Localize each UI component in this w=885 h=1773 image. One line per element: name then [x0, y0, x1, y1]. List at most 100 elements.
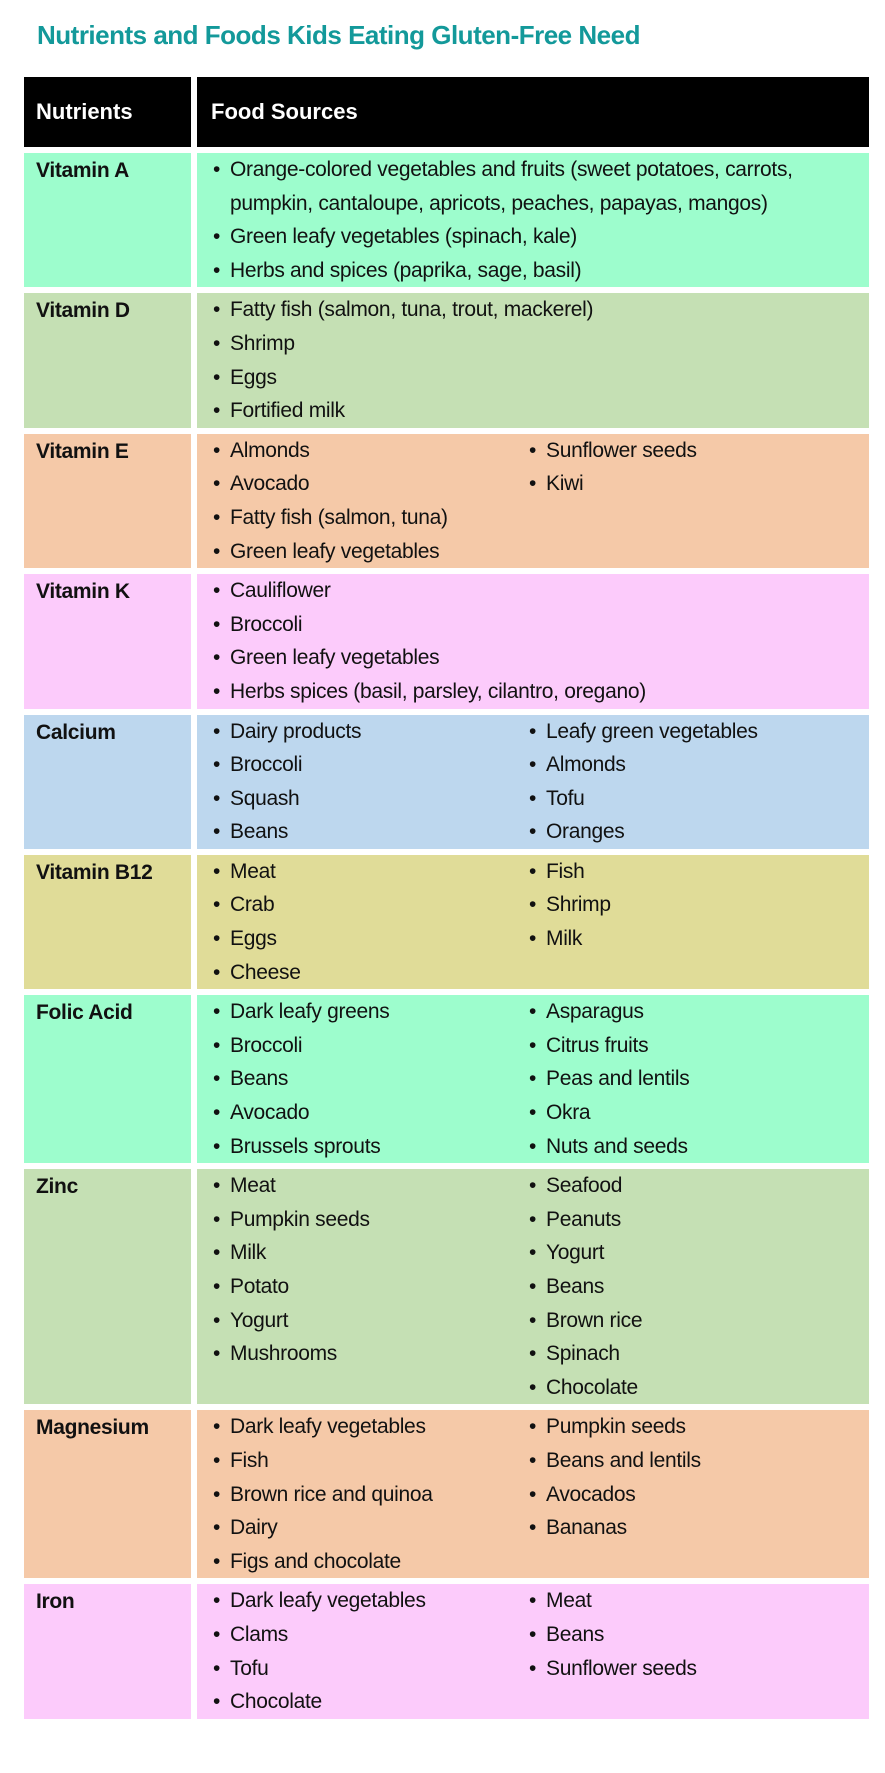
food-item: Kiwi [529, 467, 697, 501]
food-sources-cell: Dark leafy vegetablesClamsTofuChocolateM… [197, 1584, 869, 1719]
nutrient-name: Vitamin B12 [24, 854, 191, 990]
food-sources-cell: MeatPumpkin seedsMilkPotatoYogurtMushroo… [197, 1169, 869, 1405]
food-item: Seafood [529, 1169, 642, 1203]
food-item: Avocado [213, 1096, 529, 1130]
food-list: Dark leafy vegetablesClamsTofuChocolate [213, 1584, 529, 1718]
food-sources-cell: Fatty fish (salmon, tuna, trout, mackere… [197, 293, 869, 428]
food-item: Peas and lentils [529, 1062, 690, 1096]
food-item: Broccoli [213, 1029, 529, 1063]
food-item: Shrimp [529, 888, 611, 922]
food-item: Brown rice [529, 1304, 643, 1338]
food-item: Bananas [529, 1511, 701, 1545]
food-list: MeatCrabEggsCheese [213, 855, 529, 989]
food-item: Beans [529, 1618, 697, 1652]
food-item: Beans [213, 1062, 529, 1096]
food-item: Beans [529, 1270, 642, 1304]
nutrient-name: Vitamin K [24, 574, 191, 709]
food-item: Yogurt [213, 1304, 529, 1338]
food-item: Clams [213, 1618, 529, 1652]
food-sources-cell: Orange-colored vegetables and fruits (sw… [197, 153, 869, 288]
food-item: Squash [213, 782, 529, 816]
food-item: Dark leafy vegetables [213, 1584, 529, 1618]
food-item: Eggs [213, 922, 529, 956]
food-item: Dairy products [213, 715, 529, 749]
food-list: AlmondsAvocadoFatty fish (salmon, tuna)G… [213, 434, 529, 568]
food-item: Dairy [213, 1511, 529, 1545]
food-sources-cell: Dairy productsBroccoliSquashBeansLeafy g… [197, 714, 869, 849]
food-item: Potato [213, 1270, 529, 1304]
food-item: Shrimp [213, 327, 853, 361]
food-item: Almonds [213, 434, 529, 468]
food-list: Orange-colored vegetables and fruits (sw… [213, 153, 853, 287]
food-item: Green leafy vegetables [213, 641, 853, 675]
food-item: Green leafy vegetables (spinach, kale) [213, 220, 853, 254]
food-list: AsparagusCitrus fruitsPeas and lentilsOk… [529, 995, 690, 1164]
food-list: MeatBeansSunflower seeds [529, 1584, 697, 1718]
food-item: Pumpkin seeds [213, 1203, 529, 1237]
food-item: Brown rice and quinoa [213, 1478, 529, 1512]
food-item: Chocolate [213, 1685, 529, 1719]
food-item: Mushrooms [213, 1337, 529, 1371]
food-item: Broccoli [213, 608, 853, 642]
food-item: Milk [529, 922, 611, 956]
page-title: Nutrients and Foods Kids Eating Gluten-F… [37, 20, 640, 50]
food-item: Avocado [213, 467, 529, 501]
food-item: Chocolate [529, 1371, 642, 1405]
food-sources-cell: AlmondsAvocadoFatty fish (salmon, tuna)G… [197, 433, 869, 569]
food-item: Fish [529, 855, 611, 889]
header-food-sources: Food Sources [197, 77, 869, 147]
food-item: Beans and lentils [529, 1444, 701, 1478]
food-item: Sunflower seeds [529, 434, 697, 468]
food-item: Asparagus [529, 995, 689, 1029]
food-item: Pumpkin seeds [529, 1410, 701, 1444]
nutrient-name: Vitamin E [24, 433, 191, 569]
food-item: Figs and chocolate [213, 1545, 529, 1579]
food-item: Peanuts [529, 1203, 642, 1237]
food-item: Eggs [213, 361, 853, 395]
header-nutrients: Nutrients [24, 77, 191, 147]
food-item: Fortified milk [213, 394, 853, 428]
food-item: Cauliflower [213, 574, 853, 608]
nutrient-name: Folic Acid [24, 995, 191, 1164]
food-item: Nuts and seeds [529, 1130, 689, 1164]
nutrients-table: Nutrients Food Sources Vitamin A Orange-c… [24, 77, 869, 1719]
food-item: Oranges [529, 815, 758, 849]
food-list: Leafy green vegetablesAlmondsTofuOranges [529, 715, 758, 849]
food-list: MeatPumpkin seedsMilkPotatoYogurtMushroo… [213, 1169, 529, 1404]
nutrient-name: Iron [24, 1584, 191, 1719]
food-list: CauliflowerBroccoliGreen leafy vegetable… [213, 574, 853, 708]
nutrient-name: Magnesium [24, 1410, 191, 1579]
food-item: Yogurt [529, 1236, 642, 1270]
food-sources-cell: CauliflowerBroccoliGreen leafy vegetable… [197, 574, 869, 709]
food-item: Cheese [213, 956, 529, 990]
food-item: Fish [213, 1444, 529, 1478]
food-item: Herbs spices (basil, parsley, cilantro, … [213, 675, 853, 709]
food-sources-cell: MeatCrabEggsCheeseFishShrimpMilk [197, 854, 869, 990]
food-item: Meat [529, 1584, 697, 1618]
food-item: Meat [213, 1169, 529, 1203]
food-list: Pumpkin seedsBeans and lentilsAvocadosBa… [529, 1410, 701, 1578]
food-list: FishShrimpMilk [529, 855, 611, 989]
food-item: Brussels sprouts [213, 1130, 529, 1164]
food-item: Almonds [529, 748, 758, 782]
food-item: Okra [529, 1096, 689, 1130]
food-item: Sunflower seeds [529, 1652, 697, 1686]
food-list: Dark leafy vegetablesFishBrown rice and … [213, 1410, 529, 1578]
nutrient-name: Zinc [24, 1169, 191, 1405]
nutrient-name: Vitamin D [24, 293, 191, 428]
food-sources-cell: Dark leafy vegetablesFishBrown rice and … [197, 1410, 869, 1579]
food-item: Green leafy vegetables [213, 535, 529, 569]
food-item: Spinach [529, 1337, 642, 1371]
food-item: Crab [213, 888, 529, 922]
food-list: Dark leafy greensBroccoliBeansAvocadoBru… [213, 995, 529, 1163]
food-item: Dark leafy greens [213, 995, 529, 1029]
food-list: Sunflower seedsKiwi [529, 434, 697, 568]
food-item: Citrus fruits [529, 1029, 689, 1063]
food-item: Beans [213, 815, 529, 849]
nutrient-name: Vitamin A [24, 153, 191, 288]
food-item: Fatty fish (salmon, tuna, trout, mackere… [213, 293, 853, 327]
food-list: Fatty fish (salmon, tuna, trout, mackere… [213, 293, 853, 427]
food-list: Dairy productsBroccoliSquashBeans [213, 715, 529, 849]
food-item: Avocados [529, 1478, 701, 1512]
food-item: Herbs and spices (paprika, sage, basil) [213, 254, 853, 288]
